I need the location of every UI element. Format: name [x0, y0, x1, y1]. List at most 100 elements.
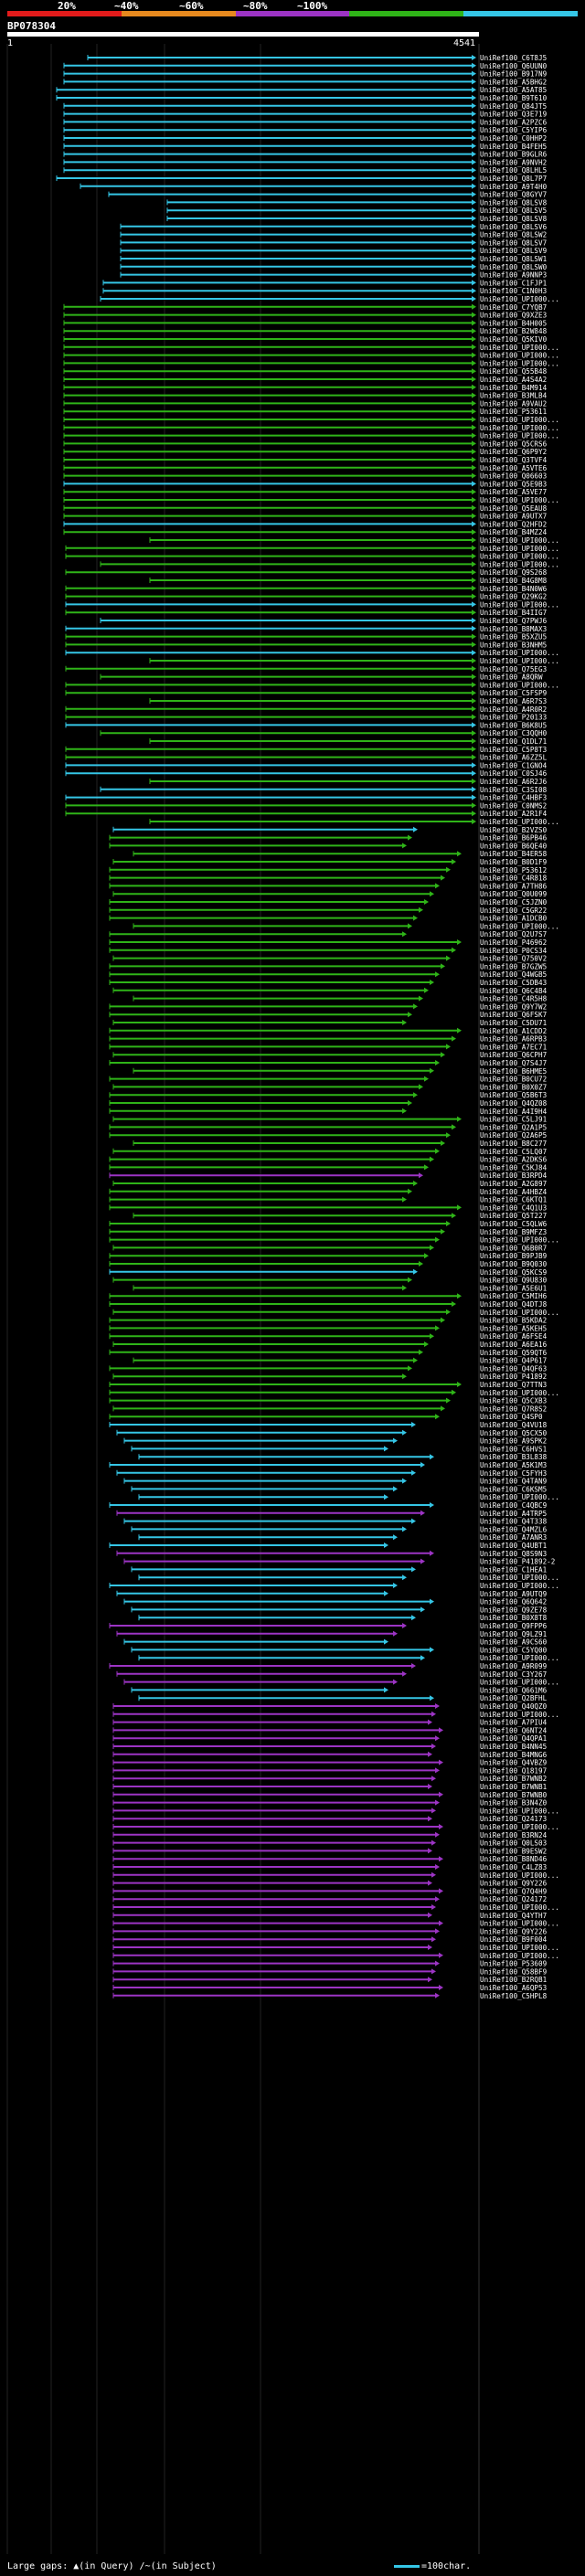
hit-row[interactable]: UniRef100_C5KJ84	[109, 1163, 548, 1171]
hit-row[interactable]: UniRef100_Q4QZ08	[109, 1099, 548, 1108]
hit-row[interactable]: UniRef100_P0CS34	[109, 947, 548, 955]
hit-row[interactable]: UniRef100_B6PB46	[109, 834, 548, 843]
hit-id-label[interactable]: UniRef100_B7WNB2	[480, 1775, 547, 1783]
hit-row[interactable]: UniRef100_UPI000...	[63, 424, 559, 432]
hit-row[interactable]: UniRef100_B3NHM5	[65, 641, 547, 649]
hit-row[interactable]: UniRef100_A4I9H4	[109, 1108, 548, 1116]
hit-id-label[interactable]: UniRef100_B0D1F9	[480, 858, 548, 866]
hit-row[interactable]: UniRef100_UPI000...	[65, 553, 559, 561]
hit-row[interactable]: UniRef100_A7TH86	[109, 882, 548, 890]
hit-row[interactable]: UniRef100_Q8LSV6	[120, 223, 548, 231]
hit-id-label[interactable]: UniRef100_A6EA16	[480, 1341, 548, 1349]
hit-row[interactable]: UniRef100_C1GNO4	[65, 761, 548, 769]
hit-row[interactable]: UniRef100_P46962	[109, 938, 547, 947]
hit-id-label[interactable]: UniRef100_A9NVH2	[480, 158, 547, 166]
hit-id-label[interactable]: UniRef100_B6K8U5	[480, 721, 547, 729]
hit-id-label[interactable]: UniRef100_Q5CXB3	[480, 1397, 547, 1405]
hit-id-label[interactable]: UniRef100_C3QQH0	[480, 729, 548, 737]
hit-row[interactable]: UniRef100_Q29KG2	[65, 593, 547, 601]
hit-id-label[interactable]: UniRef100_A8QRW	[480, 673, 543, 682]
hit-row[interactable]: UniRef100_UPI000...	[63, 496, 559, 504]
hit-row[interactable]: UniRef100_B3MLB4	[63, 392, 548, 400]
hit-id-label[interactable]: UniRef100_C0HHP2	[480, 134, 547, 143]
hit-id-label[interactable]: UniRef100_Q55B48	[480, 367, 548, 376]
hit-row[interactable]: UniRef100_C5DU71	[112, 1019, 548, 1027]
hit-id-label[interactable]: UniRef100_Q40QZ0	[480, 1702, 548, 1711]
hit-id-label[interactable]: UniRef100_B3NHM5	[480, 641, 547, 649]
hit-row[interactable]: UniRef100_C5GR22	[109, 906, 547, 915]
hit-row[interactable]: UniRef100_A6RPB3	[109, 1035, 547, 1044]
hit-row[interactable]: UniRef100_Q661M6	[131, 1686, 548, 1694]
hit-row[interactable]: UniRef100_UPI000...	[112, 1920, 559, 1928]
hit-id-label[interactable]: UniRef100_C5QLW6	[480, 1220, 548, 1228]
hit-id-label[interactable]: UniRef100_P53611	[480, 408, 548, 416]
hit-id-label[interactable]: UniRef100_B4H005	[480, 319, 547, 327]
hit-id-label[interactable]: UniRef100_Q4QF63	[480, 1364, 547, 1373]
hit-row[interactable]: UniRef100_B4MZ24	[63, 528, 548, 536]
hit-row[interactable]: UniRef100_Q84JT5	[63, 102, 547, 111]
hit-row[interactable]: UniRef100_B9MFZ3	[109, 1228, 547, 1236]
hit-row[interactable]: UniRef100_UPI000...	[112, 1871, 559, 1880]
hit-id-label[interactable]: UniRef100_Q661M6	[480, 1686, 548, 1694]
hit-id-label[interactable]: UniRef100_C5YIP6	[480, 126, 548, 134]
hit-id-label[interactable]: UniRef100_C4Q1U3	[480, 1203, 547, 1212]
hit-id-label[interactable]: UniRef100_UPI000...	[480, 1679, 559, 1687]
hit-id-label[interactable]: UniRef100_Q5KCS9	[480, 1268, 548, 1277]
hit-row[interactable]: UniRef100_B7WNB2	[112, 1775, 547, 1783]
hit-row[interactable]: UniRef100_Q4VBZ9	[112, 1759, 548, 1767]
hit-row[interactable]: UniRef100_Q4YTH7	[112, 1912, 547, 1920]
hit-id-label[interactable]: UniRef100_A1CDD2	[480, 1027, 547, 1035]
hit-id-label[interactable]: UniRef100_Q3TVF4	[480, 456, 548, 464]
hit-id-label[interactable]: UniRef100_UPI000...	[480, 1920, 559, 1928]
hit-row[interactable]: UniRef100_UPI000...	[123, 1679, 559, 1687]
hit-id-label[interactable]: UniRef100_C5MIH6	[480, 1292, 548, 1300]
hit-row[interactable]: UniRef100_B9PJB9	[109, 1252, 548, 1260]
hit-id-label[interactable]: UniRef100_UPI000...	[480, 1493, 559, 1501]
hit-row[interactable]: UniRef100_UPI000...	[133, 922, 559, 930]
hit-id-label[interactable]: UniRef100_B4NN45	[480, 1743, 547, 1751]
hit-row[interactable]: UniRef100_Q8LSV8	[166, 215, 548, 223]
hit-row[interactable]: UniRef100_Q6B0R7	[112, 1244, 547, 1252]
hit-id-label[interactable]: UniRef100_Q8LSV9	[480, 247, 548, 255]
hit-id-label[interactable]: UniRef100_Q4QZ08	[480, 1099, 548, 1108]
hit-id-label[interactable]: UniRef100_A4R0R2	[480, 705, 547, 714]
hit-id-label[interactable]: UniRef100_B6HME5	[480, 1067, 547, 1076]
hit-row[interactable]: UniRef100_C5QLW6	[109, 1220, 548, 1228]
hit-id-label[interactable]: UniRef100_A4HBZ4	[480, 1188, 548, 1196]
hit-id-label[interactable]: UniRef100_Q6P9Y2	[480, 448, 547, 456]
hit-id-label[interactable]: UniRef100_UPI000...	[480, 1807, 559, 1815]
hit-id-label[interactable]: UniRef100_UPI000...	[480, 1871, 559, 1880]
hit-row[interactable]: UniRef100_A9NVH2	[63, 158, 547, 166]
hit-id-label[interactable]: UniRef100_A6R2J6	[480, 778, 548, 786]
hit-id-label[interactable]: UniRef100_A9R099	[480, 1662, 548, 1670]
hit-id-label[interactable]: UniRef100_UPI000...	[480, 681, 559, 689]
hit-row[interactable]: UniRef100_C4Q1U3	[109, 1203, 547, 1212]
hit-id-label[interactable]: UniRef100_C3Y267	[480, 1670, 547, 1679]
hit-row[interactable]: UniRef100_UPI000...	[112, 1309, 559, 1317]
hit-row[interactable]: UniRef100_C3QQH0	[100, 729, 548, 737]
hit-id-label[interactable]: UniRef100_Q2A1P5	[480, 1123, 547, 1131]
hit-id-label[interactable]: UniRef100_A1DCB0	[480, 915, 548, 923]
hit-id-label[interactable]: UniRef100_UPI000...	[480, 1823, 559, 1831]
hit-id-label[interactable]: UniRef100_A9CS60	[480, 1638, 548, 1647]
hit-row[interactable]: UniRef100_UPI000...	[149, 657, 559, 665]
hit-row[interactable]: UniRef100_A2PZC6	[63, 118, 548, 126]
hit-row[interactable]: UniRef100_B2RQB1	[112, 1976, 548, 1984]
hit-row[interactable]: UniRef100_Q4MZL6	[131, 1525, 548, 1533]
hit-row[interactable]: UniRef100_UPI000...	[100, 295, 559, 303]
hit-id-label[interactable]: UniRef100_B5KDA2	[480, 1317, 547, 1325]
hit-row[interactable]: UniRef100_B3RPD4	[109, 1171, 548, 1180]
hit-row[interactable]: UniRef100_Q5E9B3	[63, 480, 547, 488]
hit-row[interactable]: UniRef100_Q8LSW1	[120, 255, 548, 263]
hit-id-label[interactable]: UniRef100_Q5CRS6	[480, 440, 548, 448]
hit-row[interactable]: UniRef100_C5HPL8	[112, 1992, 548, 2000]
hit-row[interactable]: UniRef100_A1CDD2	[109, 1027, 547, 1035]
hit-id-label[interactable]: UniRef100_Q4VU18	[480, 1421, 548, 1429]
hit-row[interactable]: UniRef100_C5LQ07	[112, 1148, 547, 1156]
hit-id-label[interactable]: UniRef100_Q75EG3	[480, 665, 547, 673]
hit-id-label[interactable]: UniRef100_A6ZZ5L	[480, 754, 548, 762]
hit-id-label[interactable]: UniRef100_C3SI08	[480, 786, 548, 794]
hit-id-label[interactable]: UniRef100_Q8L7P7	[480, 175, 547, 183]
hit-row[interactable]: UniRef100_Q4QPA1	[112, 1734, 548, 1743]
hit-row[interactable]: UniRef100_Q2HFD2	[63, 520, 547, 528]
